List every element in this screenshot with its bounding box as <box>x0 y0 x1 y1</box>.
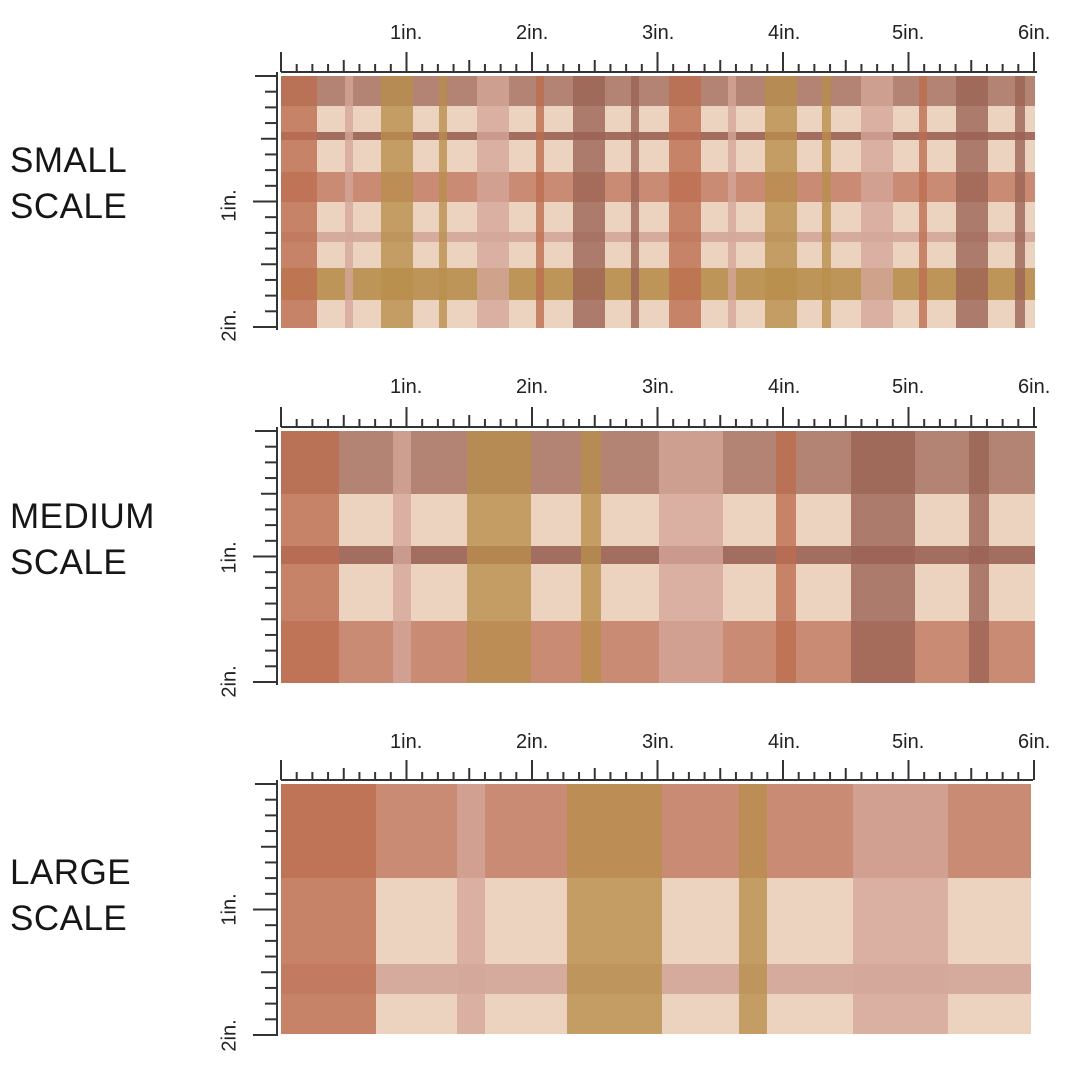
small-v-band <box>861 76 893 328</box>
small-v-band <box>381 76 413 328</box>
medium-v-band <box>969 431 989 683</box>
small-v-band <box>956 76 988 328</box>
small-plaid-swatch <box>253 52 1037 330</box>
medium-v-band <box>659 431 723 683</box>
large-top-ruler-label-2: 2in. <box>516 731 549 753</box>
large-top-ruler-label-3: 3in. <box>642 731 675 753</box>
large-v-band <box>281 784 376 1034</box>
small-h-band <box>281 232 1035 242</box>
medium-top-ruler-label-3: 3in. <box>642 376 675 398</box>
medium-v-band <box>776 431 796 683</box>
large-v-band <box>853 784 948 1034</box>
medium-top-ruler-label-4: 4in. <box>768 376 801 398</box>
small-scale-label-line2: SCALE <box>10 187 128 226</box>
medium-top-ruler-label-1: 1in. <box>390 376 423 398</box>
large-top-ruler-label-4: 4in. <box>768 731 801 753</box>
medium-top-ruler-label-6: 6in. <box>1018 376 1051 398</box>
small-v-band <box>1015 76 1025 328</box>
large-scale-label: LARGE SCALE <box>10 850 131 942</box>
large-top-ruler-label-6: 6in. <box>1018 731 1051 753</box>
small-v-band <box>765 76 797 328</box>
medium-plaid-swatch <box>253 407 1037 685</box>
medium-v-band <box>851 431 915 683</box>
small-v-band <box>281 76 317 328</box>
medium-v-band <box>281 431 339 683</box>
medium-v-band <box>467 431 531 683</box>
small-v-band <box>728 76 736 328</box>
large-top-ruler-label-1: 1in. <box>390 731 423 753</box>
small-v-band <box>669 76 701 328</box>
small-top-ruler-label-1: 1in. <box>390 22 423 44</box>
large-v-band <box>739 784 767 1034</box>
medium-v-band <box>581 431 601 683</box>
medium-top-ruler-label-2: 2in. <box>516 376 549 398</box>
large-top-ruler-label-5: 5in. <box>892 731 925 753</box>
small-top-ruler-label-3: 3in. <box>642 22 675 44</box>
small-v-band <box>536 76 544 328</box>
small-h-band <box>281 132 1035 140</box>
small-v-band <box>573 76 605 328</box>
small-v-band <box>439 76 447 328</box>
medium-scale-label-line2: SCALE <box>10 543 128 582</box>
medium-scale-label: MEDIUM SCALE <box>10 494 155 586</box>
small-top-ruler-label-4: 4in. <box>768 22 801 44</box>
small-top-ruler-label-2: 2in. <box>516 22 549 44</box>
small-v-band <box>345 76 353 328</box>
large-plaid-swatch <box>253 760 1035 1036</box>
small-v-band <box>919 76 927 328</box>
small-v-band <box>631 76 639 328</box>
small-scale-label: SMALL SCALE <box>10 138 127 230</box>
small-top-ruler-label-5: 5in. <box>892 22 925 44</box>
small-top-ruler-label-6: 6in. <box>1018 22 1051 44</box>
medium-v-band <box>393 431 411 683</box>
large-scale-label-line1: LARGE <box>10 853 132 892</box>
large-v-band <box>457 784 485 1034</box>
medium-scale-label-line1: MEDIUM <box>10 497 155 536</box>
small-v-band <box>477 76 509 328</box>
large-v-band <box>567 784 662 1034</box>
small-v-band <box>822 76 831 328</box>
large-scale-label-line2: SCALE <box>10 899 128 938</box>
medium-top-ruler-label-5: 5in. <box>892 376 925 398</box>
small-scale-label-line1: SMALL <box>10 141 128 180</box>
